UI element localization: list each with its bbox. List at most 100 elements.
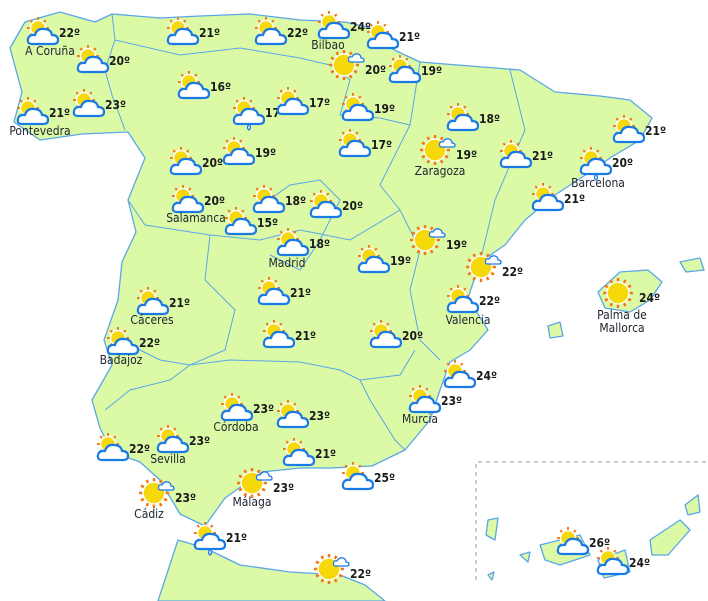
temperature-label: 24º [639, 291, 661, 305]
partly-cloudy-icon [276, 400, 310, 429]
forecast-marker[interactable]: 22º [106, 327, 160, 356]
partly-cloudy-icon [317, 11, 351, 40]
forecast-marker[interactable]: 18º [446, 103, 500, 132]
partly-cloudy-icon [220, 393, 254, 422]
forecast-marker[interactable]: 15º [224, 207, 278, 236]
city-label: Murcia [402, 412, 438, 426]
partly-cloudy-icon [106, 327, 140, 356]
forecast-marker[interactable]: 22º [446, 285, 500, 314]
temperature-label: 21º [290, 286, 312, 300]
forecast-marker[interactable]: 19º [341, 93, 395, 122]
partly-cloudy-icon [369, 320, 403, 349]
forecast-marker[interactable]: 19º [357, 245, 411, 274]
forecast-marker[interactable]: 20º [369, 320, 423, 349]
temperature-label: 20º [202, 156, 224, 170]
forecast-marker[interactable]: 20º [76, 45, 130, 74]
sunny-small-cloud-icon [139, 478, 175, 508]
forecast-marker[interactable]: 24º [317, 11, 371, 40]
forecast-marker[interactable]: 23º [237, 468, 294, 498]
forecast-marker[interactable]: 19º [222, 137, 276, 166]
partly-cloudy-icon [222, 137, 256, 166]
forecast-marker[interactable]: 21º [499, 140, 553, 169]
forecast-marker[interactable]: 26º [556, 527, 610, 556]
forecast-marker[interactable]: 21º [531, 183, 585, 212]
forecast-marker[interactable]: 24º [596, 547, 650, 576]
partly-cloudy-icon [224, 207, 258, 236]
partly-cloudy-icon [171, 185, 205, 214]
forecast-marker[interactable]: 20º [169, 147, 223, 176]
partly-cloudy-icon [443, 360, 477, 389]
forecast-marker[interactable]: 19º [388, 55, 442, 84]
temperature-label: 24º [476, 369, 498, 383]
partly-cloudy-icon [169, 147, 203, 176]
forecast-marker[interactable]: 23º [220, 393, 274, 422]
temperature-label: 22º [139, 336, 161, 350]
city-label: A Coruña [25, 44, 75, 58]
temperature-label: 20º [612, 156, 634, 170]
temperature-label: 26º [589, 536, 611, 550]
canary-island [649, 519, 691, 556]
temperature-label: 21º [169, 296, 191, 310]
forecast-marker[interactable]: 21º [282, 438, 336, 467]
forecast-marker[interactable]: 23º [276, 400, 330, 429]
cloud-drizzle-icon [579, 147, 613, 181]
forecast-marker[interactable]: 21º [366, 21, 420, 50]
temperature-label: 23º [105, 98, 127, 112]
city-label: Valencia [445, 313, 491, 327]
forecast-marker[interactable]: 20º [329, 50, 386, 80]
forecast-marker[interactable]: 22º [96, 433, 150, 462]
partly-cloudy-icon [257, 277, 291, 306]
forecast-marker[interactable]: 21º [257, 277, 311, 306]
temperature-label: 23º [253, 402, 275, 416]
forecast-marker[interactable]: 22º [314, 554, 371, 584]
forecast-marker[interactable]: 20º [171, 185, 225, 214]
forecast-marker[interactable]: 19º [420, 135, 477, 165]
forecast-marker[interactable]: 22º [26, 17, 80, 46]
forecast-marker[interactable]: 17º [232, 97, 286, 131]
ibiza-land [547, 321, 564, 339]
forecast-marker[interactable]: 23º [156, 425, 210, 454]
temperature-label: 23º [273, 481, 295, 495]
forecast-marker[interactable]: 21º [193, 522, 247, 556]
forecast-marker[interactable]: 23º [139, 478, 196, 508]
forecast-marker[interactable]: 24º [603, 278, 660, 308]
forecast-marker[interactable]: 18º [252, 185, 306, 214]
forecast-marker[interactable]: 16º [177, 71, 231, 100]
forecast-marker[interactable]: 25º [341, 462, 395, 491]
partly-cloudy-icon [612, 115, 646, 144]
forecast-marker[interactable]: 22º [254, 17, 308, 46]
partly-cloudy-icon [26, 17, 60, 46]
forecast-marker[interactable]: 18º [276, 228, 330, 257]
forecast-marker[interactable]: 23º [408, 385, 462, 414]
city-label: Bilbao [311, 38, 345, 52]
forecast-marker[interactable]: 21º [262, 320, 316, 349]
ceuta-africa-land [157, 539, 386, 601]
temperature-label: 20º [109, 54, 131, 68]
forecast-marker[interactable]: 20º [309, 190, 363, 219]
forecast-marker[interactable]: 17º [338, 129, 392, 158]
sunny-small-cloud-icon [329, 50, 365, 80]
forecast-marker[interactable]: 21º [612, 115, 666, 144]
forecast-marker[interactable]: 24º [443, 360, 497, 389]
temperature-label: 18º [285, 194, 307, 208]
forecast-marker[interactable]: 22º [466, 252, 523, 282]
partly-cloudy-icon [338, 129, 372, 158]
canary-island [485, 517, 499, 541]
forecast-marker[interactable]: 17º [276, 87, 330, 116]
temperature-label: 20º [204, 194, 226, 208]
forecast-marker[interactable]: 21º [166, 17, 220, 46]
city-label: Málaga [232, 495, 272, 509]
city-label: Barcelona [571, 176, 625, 190]
partly-cloudy-icon [72, 89, 106, 118]
forecast-marker[interactable]: 23º [72, 89, 126, 118]
forecast-marker[interactable]: 20º [579, 147, 633, 181]
partly-cloudy-icon [254, 17, 288, 46]
forecast-marker[interactable]: 21º [16, 97, 70, 126]
forecast-marker[interactable]: 21º [136, 287, 190, 316]
partly-cloudy-icon [282, 438, 316, 467]
sunny-icon [603, 278, 637, 308]
temperature-label: 16º [210, 80, 232, 94]
partly-cloudy-icon [556, 527, 590, 556]
forecast-marker[interactable]: 19º [410, 225, 467, 255]
